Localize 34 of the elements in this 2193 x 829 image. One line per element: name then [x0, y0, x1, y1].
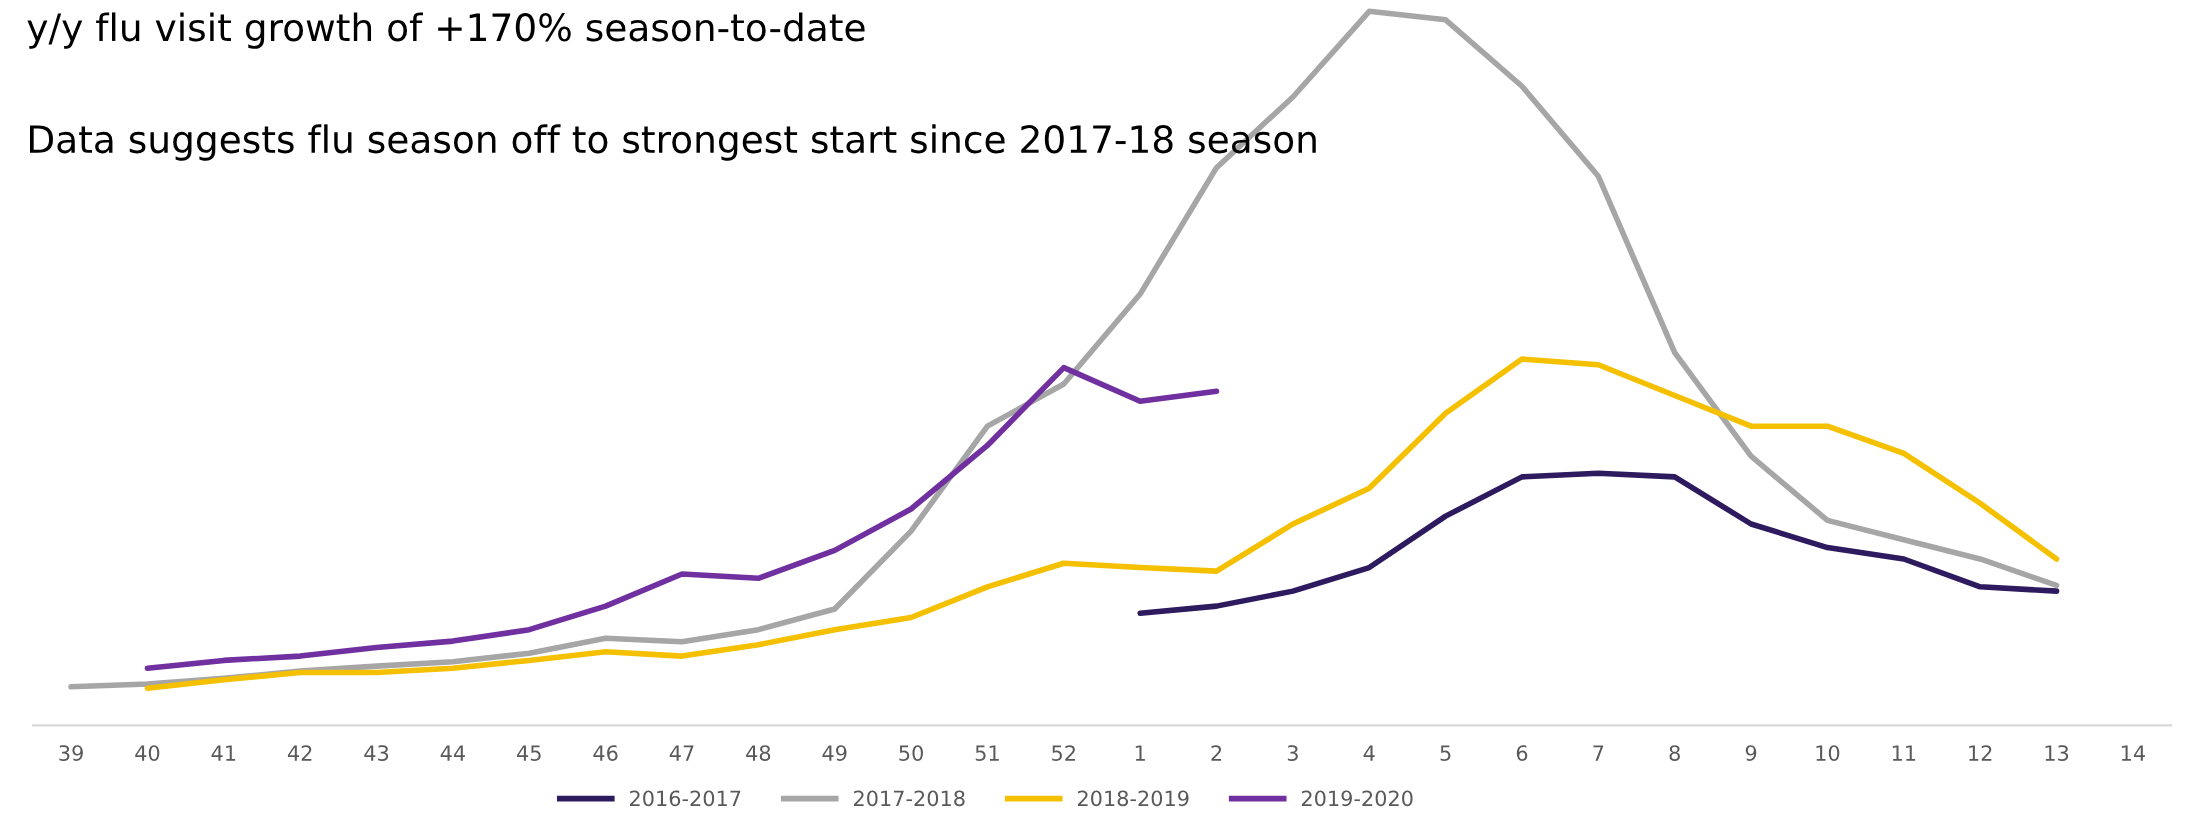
x-tick-label: 4	[1363, 745, 1375, 761]
x-tick-label: 43	[364, 745, 389, 761]
x-tick-label: 3	[1287, 745, 1298, 761]
x-tick-label: 14	[2121, 745, 2145, 761]
x-tick-label: 52	[1052, 745, 1075, 761]
x-tick-label: 49	[822, 745, 847, 761]
x-tick-label: 13	[2045, 745, 2069, 761]
legend-label: 2019-2020	[1301, 790, 1413, 807]
x-tick-label: 5	[1440, 745, 1451, 761]
x-tick-label: 12	[1969, 745, 1992, 761]
x-tick-label: 44	[440, 745, 465, 761]
x-tick-label: 50	[899, 745, 923, 761]
x-tick-label: 8	[1669, 745, 1680, 761]
x-tick-label: 6	[1516, 745, 1528, 761]
x-tick-label: 40	[135, 745, 160, 761]
x-tick-label: 48	[746, 745, 771, 761]
legend-label: 2018-2019	[1077, 790, 1189, 807]
x-tick-label: 47	[669, 745, 694, 761]
x-tick-label: 10	[1816, 745, 1840, 761]
annotation: y/y flu visit growth of +170% season-to-date	[27, 12, 865, 49]
annotation: Data suggests flu season off to strongest start since 2017-18 season	[30, 124, 1316, 161]
x-tick-label: 7	[1593, 745, 1604, 761]
x-tick-label: 2	[1211, 745, 1222, 761]
x-tick-label: 41	[211, 745, 236, 761]
x-tick-label: 45	[517, 745, 541, 761]
x-tick-label: 11	[1892, 745, 1916, 761]
legend-label: 2017-2018	[853, 790, 965, 807]
x-tick-label: 39	[59, 745, 83, 761]
legend-label: 2016-2017	[630, 790, 741, 807]
x-tick-label: 42	[287, 745, 312, 761]
x-tick-label: 51	[975, 745, 999, 761]
x-tick-label: 9	[1745, 745, 1757, 761]
x-tick-label: 1	[1135, 745, 1145, 761]
x-tick-label: 46	[593, 745, 618, 761]
